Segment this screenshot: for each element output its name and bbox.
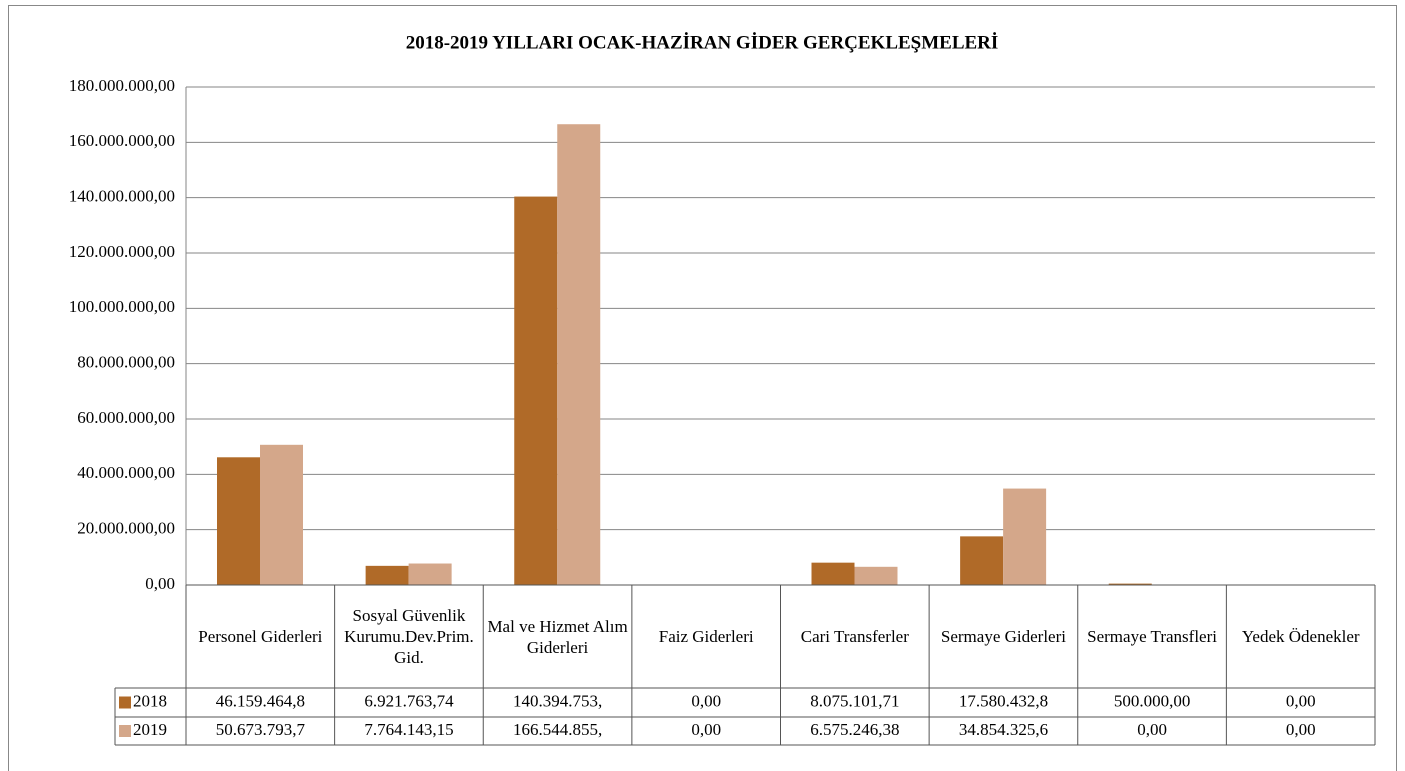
bar (217, 457, 260, 585)
category-label: Sermaye Giderleri (940, 627, 1066, 646)
y-tick-label: 60.000.000,00 (77, 408, 175, 427)
legend-label: 2018 (133, 691, 167, 710)
table-value: 8.075.101,71 (810, 691, 899, 710)
bar (1003, 488, 1047, 585)
y-tick-label: 180.000.000,00 (69, 76, 175, 95)
y-tick-label: 80.000.000,00 (77, 353, 175, 372)
y-tick-label: 120.000.000,00 (69, 242, 175, 261)
category-label: Sosyal Güvenlik Kurumu.Dev.Prim.Gid. (344, 606, 474, 667)
bar (854, 566, 898, 585)
table-value: 0,00 (691, 720, 721, 739)
table-value: 0,00 (691, 691, 721, 710)
bar (960, 536, 1004, 585)
table-value: 6.575.246,38 (810, 720, 899, 739)
table-value: 6.921.763,74 (364, 691, 454, 710)
y-tick-label: 140.000.000,00 (69, 187, 175, 206)
chart-title: 2018-2019 YILLARI OCAK-HAZİRAN GİDER GER… (406, 32, 999, 53)
bar (514, 196, 558, 585)
bar (811, 562, 855, 585)
legend-swatch (119, 696, 131, 709)
y-tick-label: 160.000.000,00 (69, 131, 175, 150)
y-tick-label: 20.000.000,00 (77, 519, 175, 538)
y-tick-label: 0,00 (145, 574, 175, 593)
table-value: 7.764.143,15 (364, 720, 453, 739)
table-value: 34.854.325,6 (959, 720, 1048, 739)
category-label: Yedek Ödenekler (1241, 627, 1360, 646)
y-tick-label: 100.000.000,00 (69, 297, 175, 316)
legend-swatch (119, 725, 131, 737)
bar (1108, 583, 1152, 585)
category-label: Sermaye Transfleri (1087, 627, 1217, 646)
legend-label: 2019 (133, 720, 167, 739)
category-label: Faiz Giderleri (658, 627, 754, 646)
bar (260, 444, 303, 585)
table-value: 17.580.432,8 (959, 691, 1048, 710)
table-value: 46.159.464,8 (216, 691, 305, 710)
category-label: Mal ve Hizmet Alım Giderleri (487, 616, 628, 657)
table-value: 0,00 (1286, 720, 1316, 739)
bar (365, 565, 409, 585)
category-label: Cari Transferler (800, 627, 909, 646)
chart-border (8, 5, 1397, 771)
table-value: 140.394.753, (513, 691, 602, 710)
table-value: 50.673.793,7 (216, 720, 306, 739)
table-value: 166.544.855, (513, 720, 602, 739)
table-value: 0,00 (1286, 691, 1316, 710)
table-value: 500.000,00 (1114, 691, 1191, 710)
category-label: Personel Giderleri (198, 627, 323, 646)
y-tick-label: 40.000.000,00 (77, 463, 175, 482)
bar (408, 563, 452, 585)
bar (557, 124, 601, 586)
table-value: 0,00 (1137, 720, 1167, 739)
